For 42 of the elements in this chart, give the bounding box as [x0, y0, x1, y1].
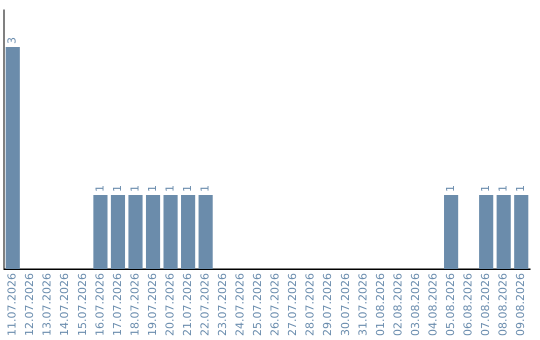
data-label: 1	[479, 185, 492, 192]
x-tick-label: 25.07.2026	[251, 273, 264, 336]
x-tick-label: 19.07.2026	[146, 273, 159, 336]
x-tick-label: 24.07.2026	[234, 273, 247, 336]
x-tick-label: 27.07.2026	[286, 273, 300, 336]
data-label: 1	[93, 185, 106, 192]
x-tick-label: 20.07.2026	[163, 273, 176, 336]
x-tick-label: 07.08.2026	[479, 273, 492, 336]
data-label: 1	[198, 185, 212, 192]
x-tick-label: 21.07.2026	[180, 273, 194, 336]
x-tick-label: 13.07.2026	[40, 273, 54, 336]
x-tick-label: 02.08.2026	[391, 273, 404, 336]
data-label: 1	[163, 185, 176, 192]
data-label: 1	[496, 185, 510, 192]
x-tick-label: 22.07.2026	[198, 273, 212, 336]
x-tick-label: 18.07.2026	[128, 273, 142, 336]
data-label: 3	[6, 37, 19, 44]
x-tick-label: 29.07.2026	[321, 273, 334, 336]
data-label: 1	[110, 185, 124, 192]
x-tick-label: 30.07.2026	[338, 273, 352, 336]
x-tick-label: 16.07.2026	[93, 273, 106, 336]
x-tick-label: 05.08.2026	[444, 273, 457, 336]
x-tick-label: 17.07.2026	[110, 273, 124, 336]
x-tick-label: 26.07.2026	[268, 273, 282, 336]
x-tick-label: 06.08.2026	[461, 273, 474, 336]
data-label: 1	[128, 185, 142, 192]
data-label: 1	[146, 185, 159, 192]
x-tick-label: 08.08.2026	[496, 273, 510, 336]
x-tick-label: 11.07.2026	[6, 273, 19, 336]
x-tick-label: 15.07.2026	[76, 273, 89, 336]
x-tick-label: 04.08.2026	[426, 273, 440, 336]
x-tick-label: 28.07.2026	[304, 273, 317, 336]
x-tick-label: 03.08.2026	[408, 273, 422, 336]
x-tick-label: 14.07.2026	[58, 273, 72, 336]
x-tick-label: 01.08.2026	[374, 273, 387, 336]
x-tick-label: 23.07.2026	[216, 273, 230, 336]
data-label: 1	[180, 185, 194, 192]
data-label: 1	[514, 185, 528, 192]
x-tick-label: 12.07.2026	[23, 273, 36, 336]
x-tick-label: 31.07.2026	[356, 273, 370, 336]
x-tick-label: 09.08.2026	[514, 273, 528, 336]
data-label: 1	[444, 185, 457, 192]
